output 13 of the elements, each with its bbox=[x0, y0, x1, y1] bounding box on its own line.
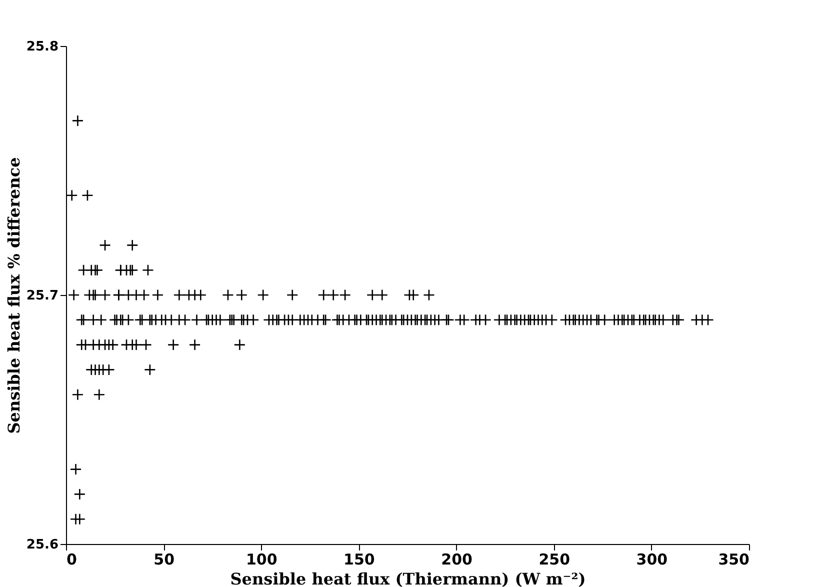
x-tick-label: 200 bbox=[441, 550, 472, 568]
x-tick-label: 350 bbox=[718, 550, 750, 568]
x-tick-label: 300 bbox=[636, 550, 668, 568]
x-axis-title: Sensible heat flux (Thiermann) (W m⁻²) bbox=[230, 570, 586, 587]
x-tick-label: 0 bbox=[66, 550, 77, 568]
y-tick-label: 25.7 bbox=[26, 288, 58, 304]
x-tick-label: 250 bbox=[538, 550, 570, 568]
y-tick-label: 25.6 bbox=[26, 538, 58, 552]
x-tick-label: 150 bbox=[344, 550, 375, 568]
y-axis-title: Sensible heat flux % difference bbox=[4, 157, 24, 434]
x-tick-label: 50 bbox=[154, 550, 175, 568]
y-tick-label: 25.8 bbox=[26, 40, 58, 54]
x-tick-label: 100 bbox=[246, 550, 278, 568]
